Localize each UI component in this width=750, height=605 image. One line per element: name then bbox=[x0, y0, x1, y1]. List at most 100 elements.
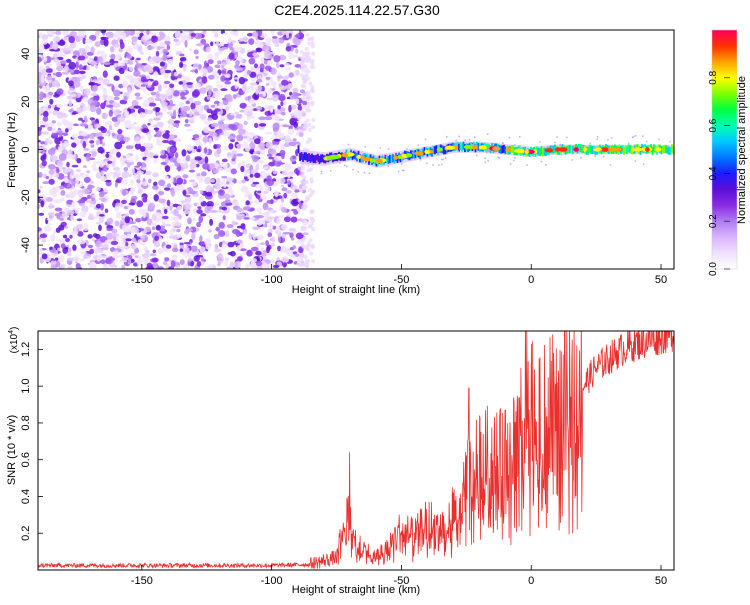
noise-blob bbox=[170, 146, 176, 153]
noise-blob bbox=[236, 153, 244, 157]
colorbar-tick-label: 0.0 bbox=[708, 262, 719, 276]
y-tick-label: 0 bbox=[20, 146, 32, 152]
noise-blob bbox=[163, 35, 171, 42]
noise-blob bbox=[87, 194, 91, 199]
noise-blob bbox=[276, 217, 281, 225]
noise-blob bbox=[249, 216, 256, 221]
noise-blob bbox=[191, 182, 197, 187]
track-speck bbox=[400, 163, 403, 165]
noise-blob bbox=[38, 71, 42, 78]
noise-blob bbox=[67, 90, 72, 95]
noise-blob bbox=[53, 58, 59, 63]
track-core bbox=[312, 155, 315, 164]
noise-blob bbox=[38, 65, 44, 72]
track-speck bbox=[448, 142, 451, 144]
track-core bbox=[536, 146, 538, 155]
noise-blob bbox=[206, 94, 211, 101]
track-speck bbox=[513, 159, 515, 162]
noise-blob bbox=[272, 170, 278, 175]
track-speck bbox=[540, 160, 543, 163]
noise-blob bbox=[38, 175, 41, 178]
noise-blob bbox=[101, 132, 109, 137]
track-speck bbox=[437, 154, 440, 156]
noise-blob bbox=[118, 83, 124, 89]
track-peak bbox=[414, 151, 424, 156]
track-speck bbox=[474, 143, 477, 145]
noise-blob bbox=[279, 143, 285, 151]
noise-blob bbox=[175, 32, 181, 39]
noise-blob bbox=[234, 111, 240, 115]
noise-blob bbox=[213, 168, 219, 174]
noise-blob bbox=[78, 30, 86, 37]
noise-blob bbox=[108, 100, 114, 104]
noise-blob bbox=[140, 84, 146, 87]
noise-blob bbox=[165, 244, 172, 249]
noise-blob bbox=[66, 161, 70, 168]
noise-blob bbox=[202, 30, 207, 35]
noise-blob bbox=[193, 255, 200, 262]
noise-blob bbox=[43, 153, 47, 160]
noise-blob bbox=[125, 154, 132, 160]
noise-blob bbox=[173, 79, 180, 83]
track-speck bbox=[320, 172, 323, 175]
noise-blob bbox=[179, 259, 185, 265]
noise-blob bbox=[102, 70, 108, 78]
noise-blob bbox=[199, 246, 206, 254]
noise-blob bbox=[235, 67, 244, 72]
noise-blob bbox=[309, 216, 314, 221]
track-speck bbox=[514, 157, 516, 159]
noise-blob bbox=[300, 200, 304, 204]
noise-blob bbox=[126, 47, 133, 53]
noise-blob bbox=[255, 163, 260, 171]
noise-blob bbox=[162, 139, 169, 144]
noise-blob bbox=[80, 211, 87, 218]
noise-blob bbox=[113, 120, 119, 128]
noise-blob bbox=[47, 126, 53, 132]
noise-blob bbox=[115, 211, 122, 219]
noise-blob bbox=[199, 235, 203, 242]
track-core bbox=[318, 155, 321, 164]
track-core bbox=[486, 143, 489, 152]
noise-blob bbox=[210, 179, 215, 183]
noise-blob bbox=[281, 30, 288, 36]
noise-blob bbox=[137, 45, 143, 53]
noise-blob bbox=[155, 107, 161, 112]
track-speck bbox=[320, 170, 323, 173]
noise-blob bbox=[190, 190, 196, 195]
noise-blob bbox=[41, 253, 48, 260]
track-speck bbox=[634, 160, 636, 162]
noise-blob bbox=[283, 192, 288, 199]
track-core bbox=[387, 156, 390, 165]
noise-blob bbox=[89, 105, 97, 113]
noise-blob bbox=[209, 218, 214, 226]
track-core bbox=[459, 141, 462, 150]
track-speck bbox=[501, 142, 504, 145]
noise-blob bbox=[118, 67, 125, 75]
noise-blob bbox=[196, 173, 201, 177]
track-core bbox=[354, 151, 357, 160]
track-speck bbox=[468, 139, 471, 141]
noise-blob bbox=[60, 264, 66, 269]
track-core bbox=[572, 145, 574, 154]
noise-blob bbox=[59, 53, 67, 57]
noise-blob bbox=[137, 67, 143, 71]
noise-blob bbox=[272, 264, 280, 269]
track-core bbox=[413, 150, 415, 159]
noise-blob bbox=[219, 47, 225, 52]
noise-blob bbox=[281, 257, 289, 263]
y-tick-label: 1.2 bbox=[20, 342, 32, 357]
noise-blob bbox=[218, 168, 225, 171]
y-tick-label: 20 bbox=[20, 96, 32, 108]
track-speck bbox=[432, 164, 434, 166]
noise-blob bbox=[55, 71, 62, 78]
noise-blob bbox=[303, 199, 308, 204]
noise-blob bbox=[282, 231, 291, 235]
track-core bbox=[461, 143, 463, 152]
noise-blob bbox=[102, 265, 110, 269]
noise-blob bbox=[137, 77, 141, 82]
track-core bbox=[579, 144, 582, 153]
noise-blob bbox=[164, 175, 169, 180]
noise-blob bbox=[133, 105, 142, 109]
noise-blob bbox=[223, 77, 232, 81]
noise-blob bbox=[164, 40, 171, 46]
